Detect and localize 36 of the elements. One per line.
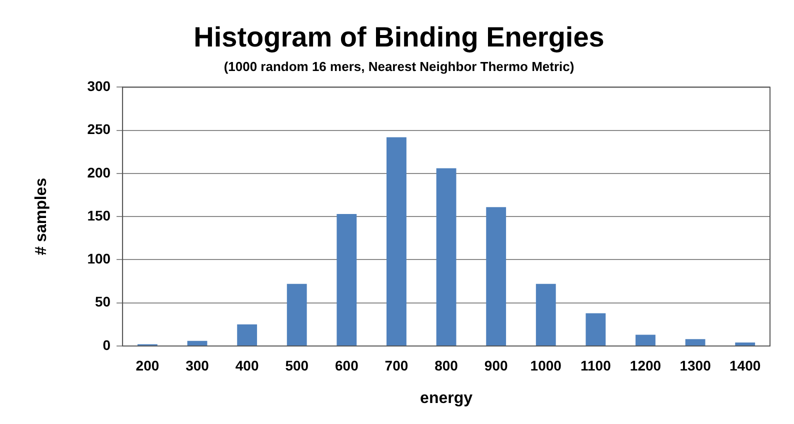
y-tick-label: 200 — [87, 164, 111, 180]
bar — [685, 339, 706, 346]
x-tick-label: 300 — [186, 357, 210, 374]
x-tick-label: 900 — [484, 357, 508, 374]
x-tick-label: 200 — [136, 357, 160, 374]
x-tick-label: 1300 — [680, 357, 712, 374]
x-tick-label: 1000 — [530, 357, 562, 374]
chart-subtitle: (1000 random 16 mers, Nearest Neighbor Thermo Metric) — [224, 58, 574, 74]
bar — [436, 168, 456, 346]
x-tick-label: 700 — [384, 357, 408, 374]
bar — [536, 284, 556, 346]
x-tick-label: 600 — [334, 357, 359, 374]
x-tick-label: 1400 — [730, 357, 761, 374]
bar — [636, 334, 656, 346]
x-tick-label: 800 — [434, 357, 458, 374]
x-tick-label: 500 — [285, 357, 309, 374]
y-tick-label: 0 — [102, 336, 111, 353]
y-tick-label: 250 — [87, 121, 111, 138]
chart-title: Histogram of Binding Energies — [194, 22, 604, 53]
bar — [237, 324, 258, 346]
y-axis-title: # samples — [33, 178, 50, 256]
bar — [735, 342, 756, 346]
y-tick-label: 300 — [87, 78, 111, 94]
y-tick-label: 150 — [87, 207, 111, 224]
bar — [286, 284, 307, 346]
bar — [336, 214, 357, 346]
bar — [486, 207, 506, 346]
y-tick-label: 100 — [87, 250, 111, 267]
bar — [386, 137, 406, 346]
bar — [586, 313, 606, 346]
x-tick-label: 1200 — [630, 357, 662, 374]
y-tick-label: 50 — [94, 294, 111, 310]
bar — [187, 340, 208, 346]
x-tick-label: 1100 — [580, 357, 612, 374]
x-tick-label: 400 — [235, 357, 259, 374]
x-axis-title: energy — [420, 390, 473, 407]
